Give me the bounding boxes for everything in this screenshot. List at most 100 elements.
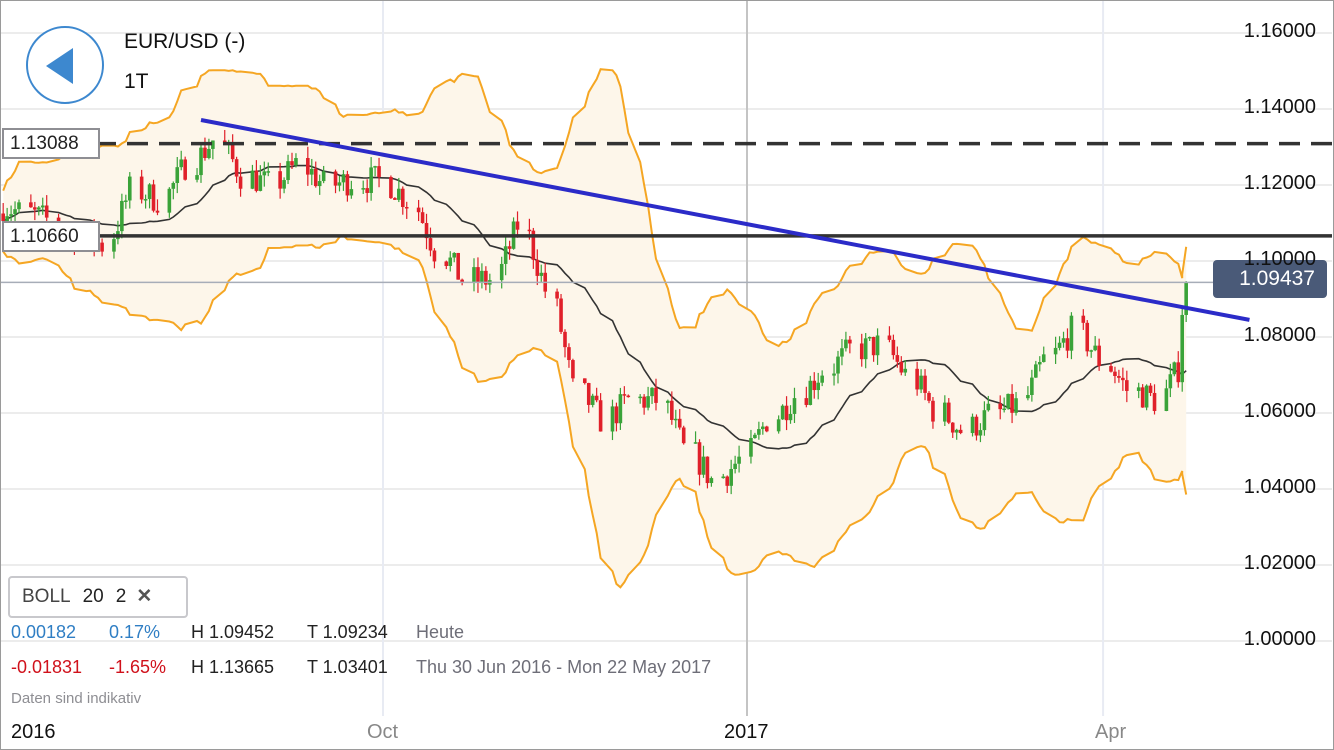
- candle-body: [1, 213, 5, 222]
- candle-body: [749, 438, 753, 457]
- indicator-chip[interactable]: BOLL 20 2 ✕: [8, 576, 188, 618]
- candle-body: [677, 418, 682, 428]
- candle-body: [919, 375, 923, 390]
- candle-body: [476, 267, 480, 282]
- bollinger-lower: [2, 234, 1188, 589]
- candle-body: [891, 339, 896, 356]
- candle-body: [1140, 387, 1145, 408]
- candle-body: [294, 158, 298, 166]
- candle-body: [1030, 377, 1034, 396]
- candle-body: [258, 175, 263, 191]
- candle-body: [222, 140, 227, 143]
- range-pct: -1.65%: [109, 657, 167, 677]
- candle-body: [859, 343, 864, 360]
- candle-body: [733, 463, 737, 469]
- candle-body: [820, 375, 824, 383]
- candle-body: [986, 403, 991, 411]
- today-label: Heute: [416, 622, 465, 642]
- range-high: H 1.13665: [191, 657, 275, 677]
- candle-body: [559, 298, 563, 332]
- candle-body: [887, 335, 892, 340]
- candle-body: [321, 171, 326, 182]
- candle-body: [950, 422, 955, 433]
- interval-label[interactable]: 1T: [124, 70, 149, 93]
- candle-body: [507, 246, 512, 249]
- candle-body: [484, 270, 488, 285]
- candle-body: [397, 188, 401, 200]
- candle-body: [1057, 342, 1062, 348]
- dashed-level-label[interactable]: 1.13088: [2, 128, 100, 159]
- candle-body: [943, 402, 947, 422]
- candle-body: [1136, 387, 1141, 391]
- x-axis[interactable]: 2016 Oct 2017 Apr: [1, 716, 1333, 748]
- candle-body: [1121, 377, 1125, 381]
- candle-body: [377, 166, 381, 177]
- candle-body: [183, 159, 187, 180]
- candle-body: [13, 209, 17, 215]
- candle-body: [389, 176, 393, 199]
- bollinger-fill: [3, 69, 1187, 588]
- y-tick-label: 1.16000: [1243, 20, 1316, 42]
- candle-body: [709, 478, 714, 484]
- candle-body: [1180, 314, 1185, 367]
- candle-body: [899, 361, 904, 373]
- candle-body: [373, 166, 377, 168]
- candle-body: [1069, 315, 1074, 351]
- candle-body: [1089, 350, 1094, 352]
- candle-body: [17, 202, 21, 210]
- indicator-dev: 2: [115, 586, 127, 607]
- candle-body: [262, 171, 267, 176]
- x-tick-oct: Oct: [363, 721, 403, 744]
- candle-body: [539, 272, 544, 276]
- candle-body: [199, 147, 203, 176]
- candle-body: [1014, 398, 1018, 413]
- candle-body: [167, 188, 172, 213]
- bollinger-bands: [2, 68, 1188, 589]
- candle-body: [179, 159, 184, 168]
- candle-body: [844, 339, 848, 349]
- candle-body: [725, 476, 730, 486]
- current-price: 1.09437: [1239, 267, 1315, 290]
- candle-body: [927, 392, 931, 401]
- candle-body: [44, 205, 49, 218]
- candle-body: [594, 395, 599, 401]
- candle-body: [650, 387, 654, 397]
- candle-body: [642, 396, 646, 408]
- range-low: T 1.03401: [307, 657, 388, 677]
- candle-body: [341, 174, 346, 183]
- candle-body: [974, 416, 979, 436]
- candle-body: [1041, 354, 1046, 363]
- candle-body: [764, 426, 769, 432]
- candle-body: [816, 382, 821, 391]
- candle-body: [1168, 374, 1173, 389]
- candle-body: [365, 188, 369, 193]
- candle-body: [571, 360, 575, 379]
- candle-body: [404, 207, 409, 209]
- candle-body: [1002, 408, 1006, 411]
- back-button[interactable]: [26, 26, 104, 104]
- candle-body: [424, 223, 429, 239]
- candle-body: [428, 238, 433, 251]
- solid-level-label[interactable]: 1.10660: [2, 221, 100, 252]
- candle-body: [286, 161, 290, 181]
- candle-body: [563, 331, 567, 348]
- candle-body: [238, 176, 243, 189]
- candle-body: [998, 403, 1003, 410]
- candle-body: [1026, 395, 1030, 399]
- candle-body: [681, 427, 686, 444]
- candle-body: [393, 198, 397, 200]
- candle-body: [567, 347, 571, 361]
- candle-body: [420, 212, 425, 224]
- candle-body: [452, 252, 457, 258]
- candle-body: [155, 210, 160, 213]
- candle-body: [863, 338, 868, 360]
- candle-body: [337, 182, 342, 186]
- candle-body: [400, 188, 405, 208]
- candle-body: [100, 242, 104, 252]
- candle-body: [230, 141, 235, 160]
- candle-body: [345, 174, 350, 196]
- candle-body: [139, 176, 144, 200]
- close-x-icon[interactable]: ✕: [136, 586, 153, 607]
- candle-body: [721, 476, 726, 479]
